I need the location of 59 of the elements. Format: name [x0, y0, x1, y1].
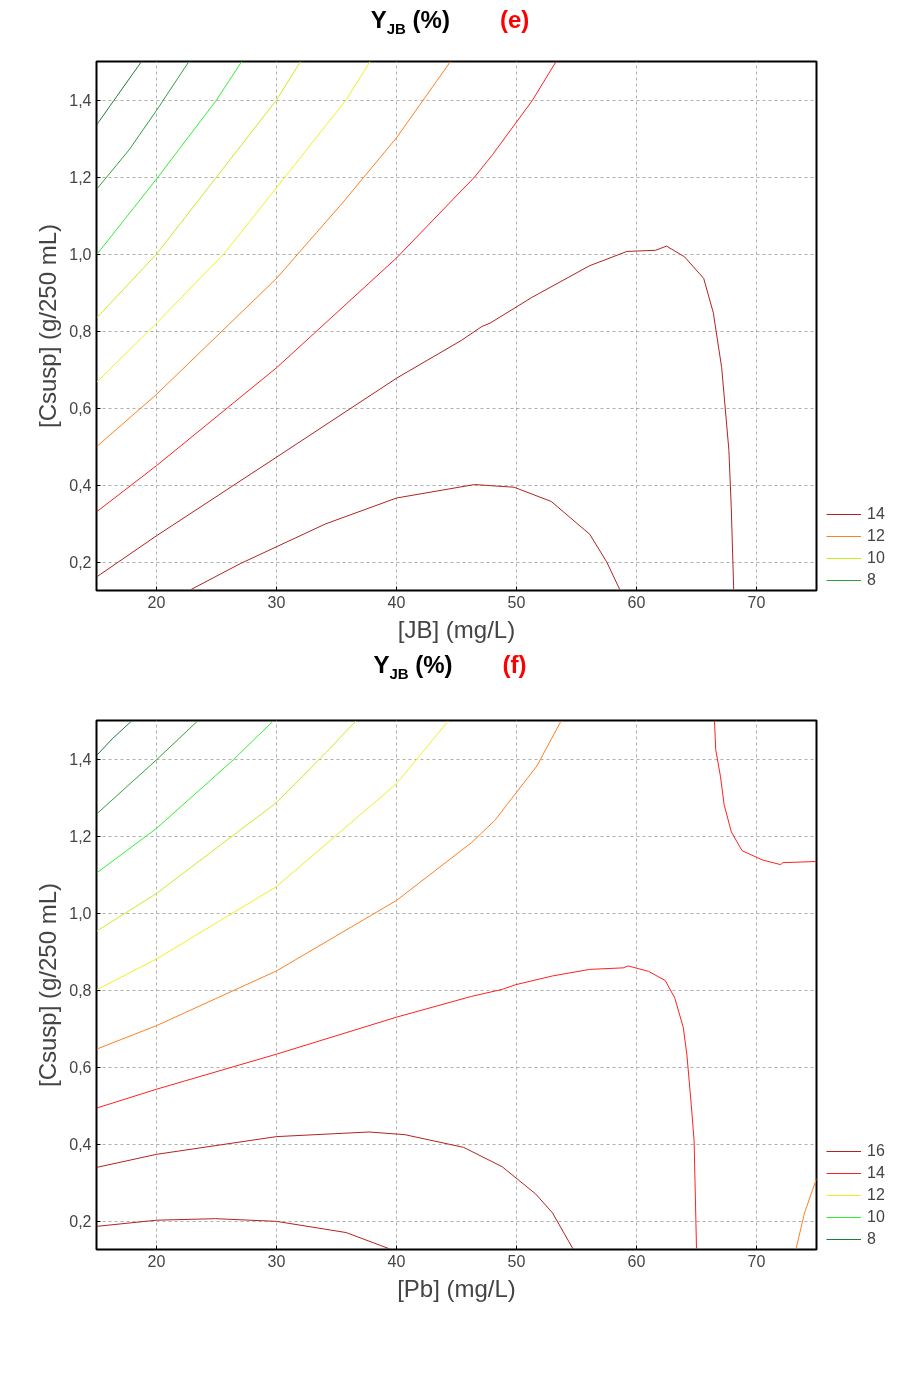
y-tick-label: 0,8 [69, 323, 92, 341]
line-series [96, 720, 449, 991]
line-series [96, 61, 301, 319]
chart-title: Y$_{JB}$ (%) [370, 6, 450, 37]
line-series [96, 61, 243, 256]
y-tick-label: 1,2 [69, 828, 92, 846]
x-tick-label: 40 [387, 593, 406, 611]
x-tick-label: 30 [267, 1252, 286, 1270]
y-axis-title: [Csusp] (g/250 mL) [34, 882, 62, 1088]
line-series [96, 720, 357, 932]
line-series [96, 61, 451, 448]
y-tick-label: 1,0 [69, 905, 92, 923]
x-tick-label: 70 [747, 1252, 766, 1270]
line-series [190, 484, 621, 590]
text: (f) [502, 651, 527, 678]
y-tick-label: 0,4 [69, 1136, 92, 1154]
line-series [96, 965, 697, 1250]
x-axis-title: [Pb] (mg/L) [397, 1274, 516, 1302]
y-tick-label: 1,4 [69, 92, 92, 110]
chart-title: Y$_{JB}$ (%) [373, 651, 453, 682]
line-series [96, 61, 190, 190]
x-tick-label: 70 [747, 593, 766, 611]
y-tick-label: 0,8 [69, 982, 92, 1000]
line-series [96, 61, 371, 383]
y-tick-label: 0,6 [69, 400, 92, 418]
line-series [96, 245, 735, 590]
x-tick-label: 50 [507, 593, 526, 611]
y-tick-label: 0,2 [69, 554, 92, 572]
line-series [96, 720, 562, 1050]
x-axis-title: [JB] (mg/L) [397, 615, 516, 643]
line-series [96, 1218, 390, 1250]
legend-label: 16 [867, 1142, 885, 1160]
x-tick-label: 20 [147, 1252, 166, 1270]
legend-label: 14 [867, 1164, 885, 1182]
y-tick-label: 1,0 [69, 246, 92, 264]
legend-label: 12 [867, 1186, 885, 1204]
y-tick-label: 0,6 [69, 1059, 92, 1077]
line-series [96, 61, 557, 513]
x-tick-label: 30 [267, 593, 286, 611]
legend-label: 10 [867, 549, 885, 567]
line-series [96, 720, 274, 874]
legend-label: 8 [867, 571, 877, 589]
text: (e) [499, 6, 530, 33]
y-tick-label: 0,4 [69, 477, 92, 495]
y-tick-label: 0,2 [69, 1213, 92, 1231]
x-tick-label: 40 [387, 1252, 406, 1270]
x-tick-label: 60 [627, 1252, 646, 1270]
legend-label: 12 [867, 527, 885, 545]
x-tick-label: 50 [507, 1252, 526, 1270]
line-series [714, 720, 817, 866]
x-tick-label: 20 [147, 593, 166, 611]
x-tick-label: 60 [627, 593, 646, 611]
y-axis-title: [Csusp] (g/250 mL) [34, 223, 62, 429]
line-series [96, 1131, 574, 1250]
legend-label: 10 [867, 1208, 885, 1226]
y-tick-label: 1,4 [69, 751, 92, 769]
legend-label: 8 [867, 1230, 877, 1248]
legend-label: 14 [867, 505, 885, 523]
y-tick-label: 1,2 [69, 169, 92, 187]
